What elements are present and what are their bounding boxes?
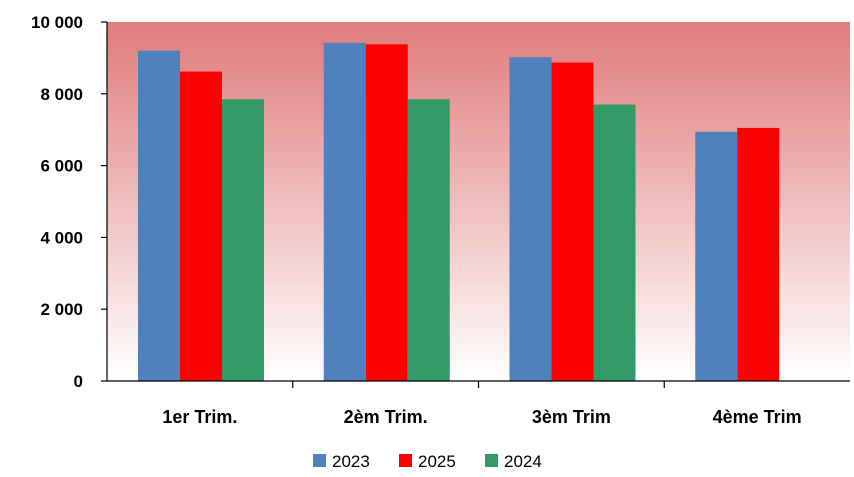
- legend-label-2023: 2023: [332, 452, 370, 471]
- y-axis-ticks: 0 2 000 4 000 6 000 8 000 10 000: [31, 13, 107, 391]
- bar-2023-1: [138, 50, 180, 381]
- bar-2025-3: [551, 62, 594, 381]
- legend-label-2024: 2024: [504, 452, 542, 471]
- x-axis-ticks: 1er Trim. 2èm Trim. 3èm Trim 4ème Trim: [162, 381, 802, 427]
- bars-group: [138, 42, 780, 382]
- bar-2024-1: [222, 99, 264, 381]
- y-tick-label: 2 000: [40, 300, 83, 319]
- y-tick-label: 0: [74, 372, 83, 391]
- legend: 2023 2025 2024: [313, 452, 542, 471]
- bar-2023-3: [509, 57, 552, 381]
- x-tick-label: 4ème Trim: [713, 407, 802, 427]
- y-tick-label: 10 000: [31, 13, 83, 32]
- legend-label-2025: 2025: [418, 452, 456, 471]
- y-tick-label: 4 000: [40, 228, 83, 247]
- bar-2025-1: [180, 71, 222, 382]
- y-tick-label: 8 000: [40, 85, 83, 104]
- bar-2024-2: [407, 99, 450, 381]
- bar-2025-4: [737, 127, 780, 381]
- bar-2023-2: [323, 42, 366, 382]
- x-tick-label: 3èm Trim: [532, 407, 611, 427]
- y-tick-label: 6 000: [40, 157, 83, 176]
- x-tick-label: 2èm Trim.: [344, 407, 428, 427]
- legend-swatch-2025: [399, 454, 412, 467]
- bar-2023-4: [695, 131, 738, 381]
- bar-2025-2: [365, 44, 408, 382]
- x-tick-label: 1er Trim.: [162, 407, 237, 427]
- bar-2024-3: [593, 104, 636, 381]
- legend-swatch-2024: [485, 454, 498, 467]
- legend-swatch-2023: [313, 454, 326, 467]
